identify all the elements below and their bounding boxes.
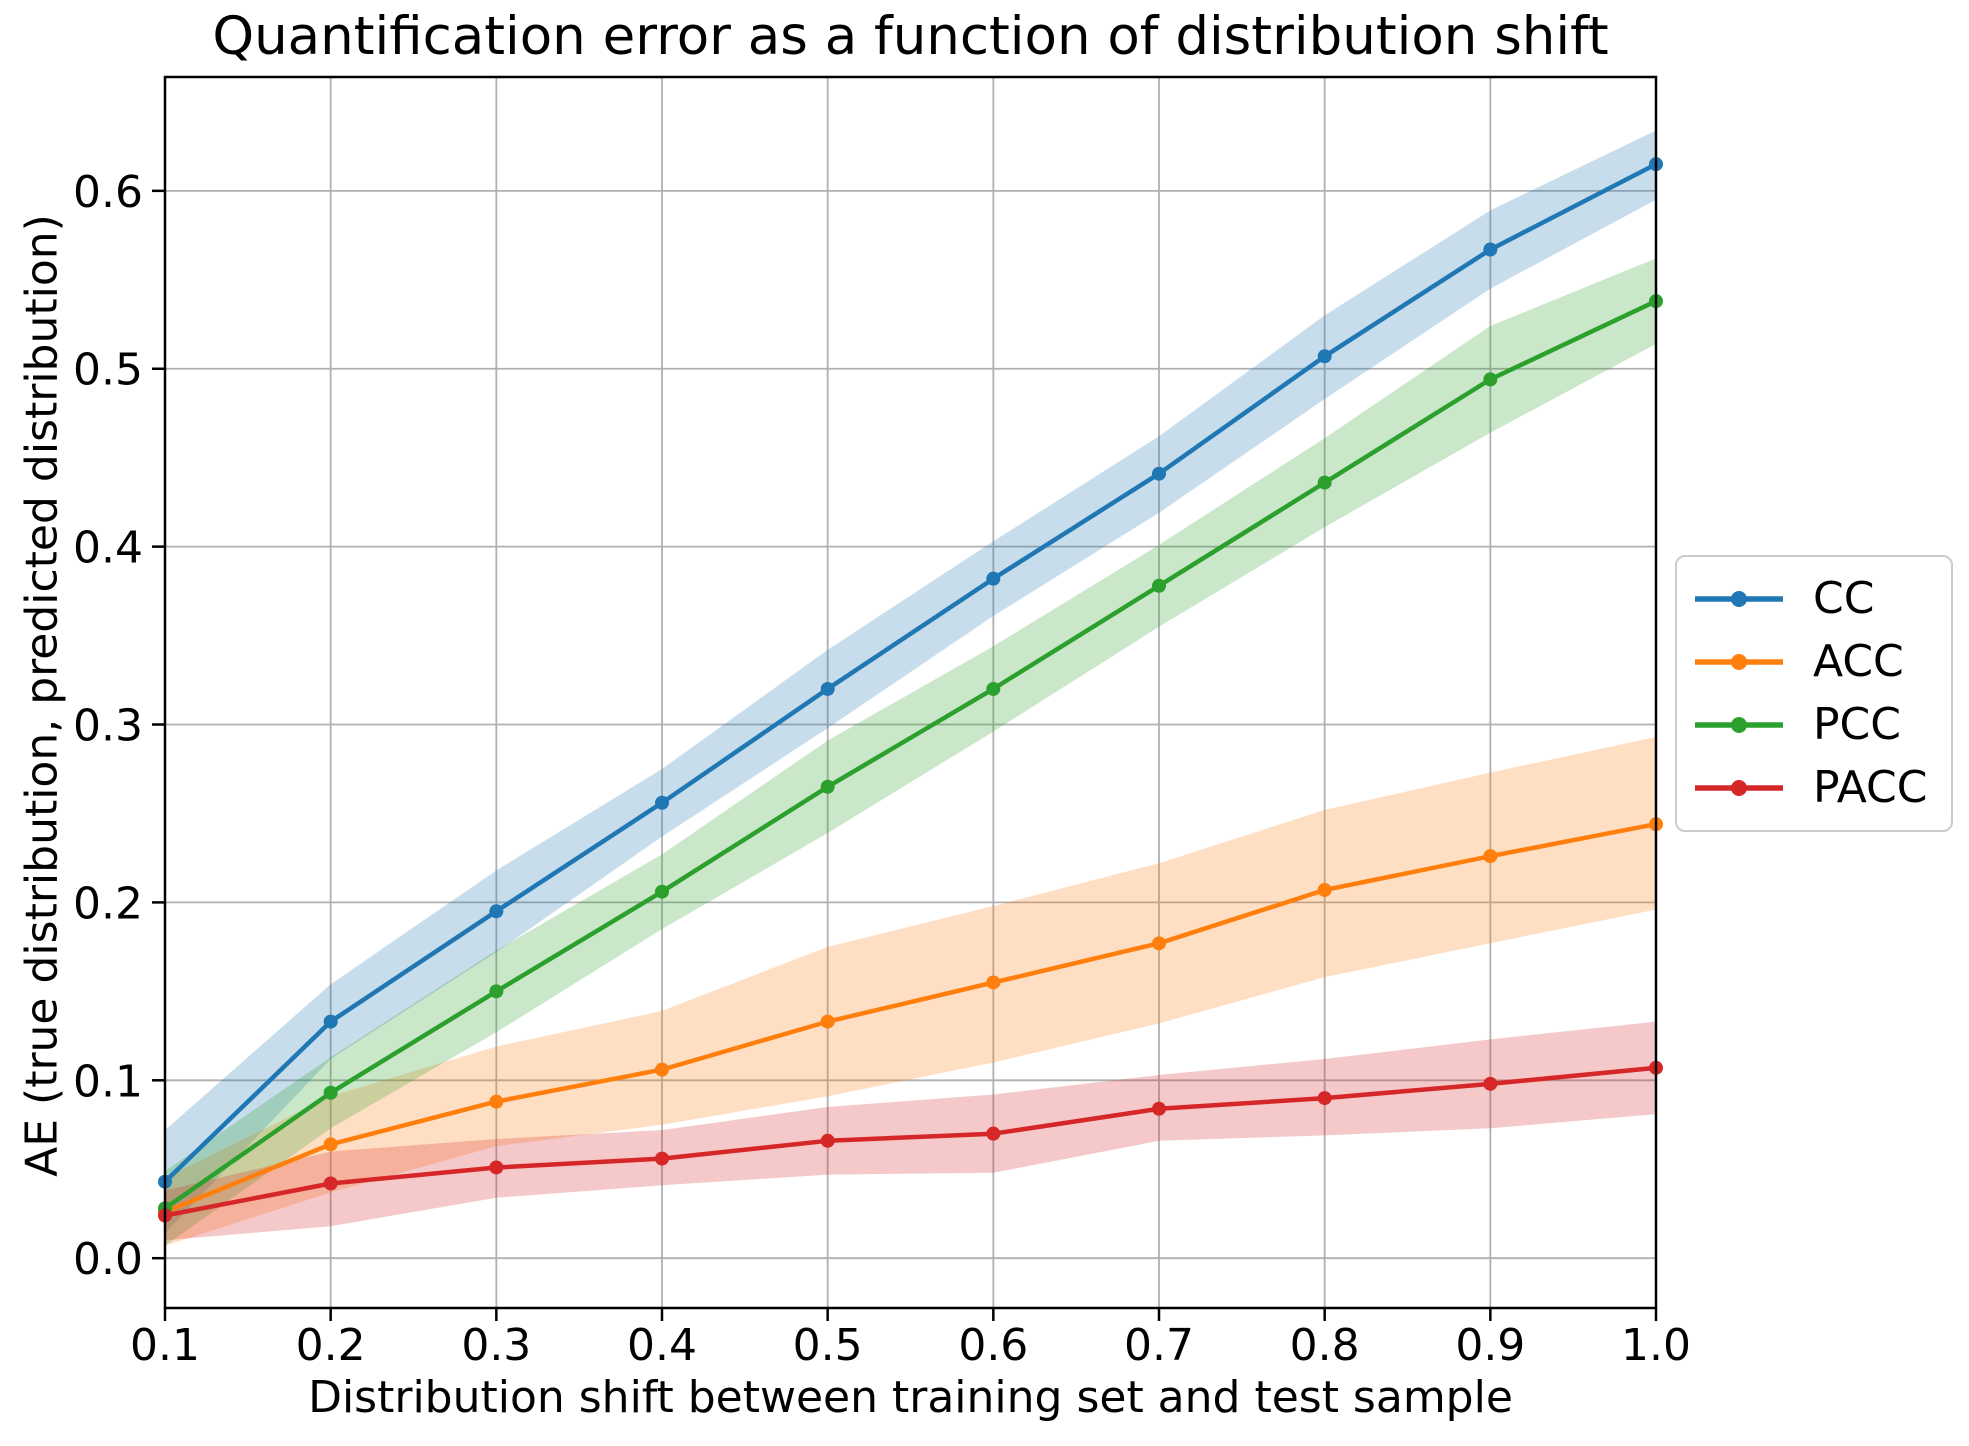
x-tick-label: 0.4 bbox=[627, 1320, 697, 1371]
legend-sample-cc bbox=[1695, 590, 1783, 607]
series-marker-cc bbox=[655, 795, 669, 810]
series-marker-pcc bbox=[820, 779, 835, 794]
y-tick-label: 0.2 bbox=[73, 878, 143, 929]
legend-sample-marker bbox=[1731, 780, 1747, 797]
x-tick-label: 0.8 bbox=[1290, 1320, 1360, 1371]
series-line-pcc bbox=[162, 298, 1659, 1211]
legend-sample-marker bbox=[1731, 590, 1747, 607]
series-band-pcc bbox=[165, 258, 1656, 1246]
legend-item-cc: CC bbox=[1693, 572, 1951, 624]
series-marker-pacc bbox=[820, 1133, 835, 1148]
legend-sample-acc bbox=[1695, 653, 1783, 670]
series-marker-pacc bbox=[323, 1176, 338, 1191]
legend-item-acc: ACC bbox=[1693, 635, 1951, 687]
legend-label: PACC bbox=[1813, 762, 1928, 814]
y-tick-label: 0.0 bbox=[73, 1234, 143, 1285]
series-marker-pacc bbox=[1317, 1091, 1332, 1106]
series-line-cc bbox=[162, 161, 1659, 1184]
legend: CC ACC PCC PACC bbox=[1675, 555, 1953, 832]
series-marker-pcc bbox=[1317, 475, 1332, 490]
series-marker-cc bbox=[986, 571, 1001, 586]
series-marker-acc bbox=[489, 1094, 504, 1109]
x-tick-label: 1.0 bbox=[1621, 1320, 1691, 1371]
axis-spines bbox=[163, 75, 1658, 1310]
legend-item-pcc: PCC bbox=[1693, 703, 1951, 747]
legend-sample-marker bbox=[1731, 717, 1747, 734]
series-bands bbox=[165, 130, 1656, 1246]
legend-sample-pacc bbox=[1695, 780, 1783, 797]
legend-label: PCC bbox=[1813, 699, 1901, 751]
chart-title: Quantification error as a function of di… bbox=[212, 6, 1609, 67]
series-line-acc bbox=[162, 821, 1659, 1215]
series-marker-pcc bbox=[986, 681, 1001, 696]
series-marker-acc bbox=[655, 1062, 669, 1077]
x-axis-label: Distribution shift between training set … bbox=[308, 1372, 1513, 1423]
series-marker-acc bbox=[323, 1137, 338, 1152]
series-marker-acc bbox=[1317, 882, 1332, 897]
x-tick-label: 0.1 bbox=[130, 1320, 200, 1371]
series-marker-cc bbox=[489, 904, 504, 919]
series-marker-acc bbox=[986, 975, 1001, 990]
series-marker-acc bbox=[1483, 849, 1498, 864]
series-line-pacc bbox=[162, 1065, 1659, 1218]
series-marker-pacc bbox=[1483, 1076, 1498, 1091]
x-tick-label: 0.2 bbox=[296, 1320, 366, 1371]
y-tick-label: 0.5 bbox=[73, 345, 143, 396]
x-tick-label: 0.7 bbox=[1124, 1320, 1194, 1371]
x-tick-label: 0.9 bbox=[1455, 1320, 1525, 1371]
legend-item-pacc: PACC bbox=[1693, 766, 1951, 810]
legend-label: CC bbox=[1813, 572, 1875, 624]
axis-ticks: 0.1 0.2 0.3 0.4 0.5 0.6 0.7 0.8 0.9 1.0 0.0 0.1 0.2 0… bbox=[73, 167, 1691, 1371]
series-marker-cc bbox=[820, 681, 835, 696]
series-marker-pacc bbox=[1152, 1101, 1166, 1116]
series-marker-cc bbox=[1483, 242, 1498, 257]
y-tick-label: 0.4 bbox=[73, 523, 143, 574]
legend-label: ACC bbox=[1813, 635, 1904, 687]
series-marker-acc bbox=[820, 1014, 835, 1029]
series-marker-pacc bbox=[489, 1160, 504, 1175]
series-marker-pcc bbox=[323, 1085, 338, 1100]
legend-sample-pcc bbox=[1695, 717, 1783, 734]
series-marker-pcc bbox=[1483, 372, 1498, 387]
x-tick-label: 0.5 bbox=[793, 1320, 863, 1371]
x-tick-label: 0.6 bbox=[958, 1320, 1028, 1371]
series-marker-cc bbox=[1152, 466, 1166, 481]
series-marker-acc bbox=[1152, 936, 1166, 951]
series-marker-cc bbox=[1317, 349, 1332, 364]
x-tick-label: 0.3 bbox=[461, 1320, 531, 1371]
series-band-cc bbox=[165, 130, 1656, 1234]
y-axis-label: AE (true distribution, predicted distrib… bbox=[16, 214, 68, 1177]
y-tick-label: 0.3 bbox=[73, 701, 143, 752]
series-marker-cc bbox=[323, 1014, 338, 1029]
series-lines bbox=[158, 157, 1663, 1223]
series-marker-pcc bbox=[1152, 578, 1166, 593]
y-tick-label: 0.1 bbox=[73, 1056, 143, 1107]
y-tick-label: 0.6 bbox=[73, 167, 143, 218]
legend-sample-marker bbox=[1731, 653, 1747, 670]
series-marker-pacc bbox=[986, 1126, 1001, 1141]
series-band-acc bbox=[165, 737, 1656, 1246]
series-marker-pcc bbox=[489, 984, 504, 999]
series-marker-pcc bbox=[655, 884, 669, 899]
series-band-pacc bbox=[165, 1021, 1656, 1241]
series-marker-pacc bbox=[655, 1151, 669, 1166]
